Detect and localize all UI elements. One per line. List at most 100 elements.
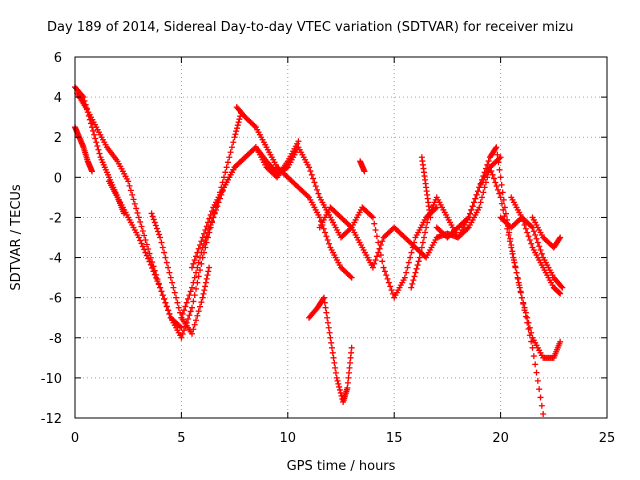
data-point-interp [532,361,539,368]
data-point-interp [133,205,140,212]
data-point-interp [534,377,541,384]
data-point [369,214,376,221]
y-tick-label: 2 [54,131,62,146]
data-point-interp [432,205,439,212]
data-point-interp [186,312,193,319]
data-point-interp [502,210,509,217]
data-point-interp [195,308,202,315]
data-point-interp [201,230,208,237]
data-point-interp [169,279,176,286]
series-arc-14 [433,144,547,417]
data-point [189,264,196,271]
data-point-interp [528,223,535,230]
data-point-interp [485,158,492,165]
data-point-interp [420,234,427,241]
data-point [465,214,472,221]
y-axis-title: SDTVAR / TECUs [9,184,24,291]
data-point-interp [493,183,500,190]
data-point-interp [347,223,354,230]
data-point-interp [494,151,501,158]
data-point-interp [214,203,221,210]
data-point-interp [512,264,519,271]
data-point-interp [158,239,165,246]
data-point-interp [368,213,375,220]
data-point-interp [175,304,182,311]
data-point-interp [304,193,311,200]
data-point-interp [473,191,480,198]
data-point-interp [332,364,339,371]
data-point-interp [92,135,99,142]
data-point-interp [166,310,173,317]
data-point-interp [472,195,479,202]
data-point-interp [202,226,209,233]
data-point-interp [345,369,352,376]
data-point [333,374,340,381]
data-point-interp [129,191,136,198]
data-point-interp [407,254,414,261]
data-point-interp [179,331,186,338]
data-point-interp [251,122,258,129]
data-point-interp [528,338,535,345]
chart-title: Day 189 of 2014, Sidereal Day-to-day VTE… [47,20,573,35]
data-point [518,294,525,301]
data-point-interp [186,292,193,299]
data-point-interp [198,260,205,267]
data-point-interp [96,150,103,157]
data-point-interp [310,175,317,182]
series-arc-17 [529,214,564,251]
data-point-interp [137,218,144,225]
data-point-interp [478,194,485,201]
data-point-interp [159,292,166,299]
data-point-interp [200,290,207,297]
data-point-interp [95,146,102,153]
data-point-interp [468,206,475,213]
data-point [189,330,196,337]
data-point-interp [195,259,202,266]
x-axis-title: GPS time / hours [287,459,396,474]
data-point-interp [233,125,240,132]
data-point-interp [223,164,230,171]
data-point-interp [155,280,162,287]
data-point-interp [381,268,388,275]
data-point-interp [498,200,505,207]
data-point-interp [538,250,545,257]
data-point-interp [526,332,533,339]
data-point-interp [182,303,189,310]
data-point [344,384,351,391]
data-point-interp [484,161,491,168]
data-point [178,334,185,341]
data-point-interp [411,239,418,246]
data-point-interp [93,139,100,146]
y-tick-label: -8 [49,332,62,347]
data-point-interp [177,323,184,330]
data-point-interp [322,229,329,236]
data-point [189,304,196,311]
data-point-interp [411,273,418,280]
data-point-interp [226,154,233,161]
data-point-interp [488,168,495,175]
data-point-interp [336,383,343,390]
data-point [327,334,334,341]
data-point-interp [194,312,201,319]
data-point-interp [145,246,152,253]
data-point [529,344,536,351]
data-point-interp [198,299,205,306]
data-point-interp [477,180,484,187]
data-point-interp [328,344,335,351]
series-arc-16 [508,194,564,297]
data-point-interp [235,119,242,126]
data-point-interp [500,196,507,203]
data-point-interp [524,229,531,236]
data-point-interp [511,259,518,266]
data-point-interp [163,303,170,310]
data-point-interp [522,313,529,320]
data-point-interp [377,252,384,259]
data-point-interp [345,374,352,381]
data-point-interp [311,179,318,186]
data-point-interp [404,264,411,271]
data-point-interp [514,274,521,281]
data-point-interp [162,254,169,261]
data-point-interp [201,287,208,294]
y-tick-label: -6 [49,292,62,307]
data-point-interp [482,165,489,172]
